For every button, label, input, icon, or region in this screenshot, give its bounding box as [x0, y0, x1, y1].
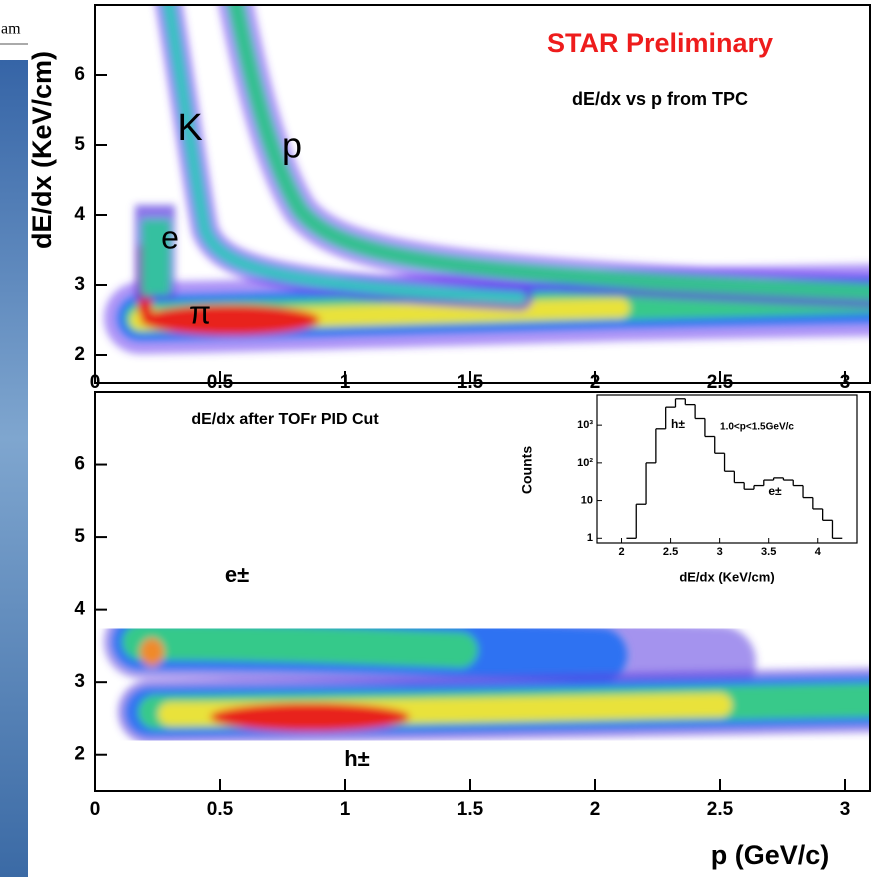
- chart-title: STAR Preliminary: [547, 28, 773, 58]
- panel: 0 0.5 1 1.5 2 2.5 3 2 3 4 5 6 STAR Preliminary dE/dx …: [27, 4, 871, 393]
- x-tick-label: 0.5: [207, 372, 234, 393]
- y-tick-label: 5: [74, 526, 85, 547]
- y-tick-label: 4: [74, 204, 85, 225]
- inset-background: [510, 393, 860, 591]
- annotation: e±: [768, 484, 782, 498]
- y-tick-label: 6: [74, 454, 85, 475]
- x-tick-label: 2.5: [663, 546, 678, 558]
- annotation: 1.0<p<1.5GeV/c: [720, 422, 794, 433]
- inset: 2 2.5 3 3.5 4 1 10 10² 10³ h± 1.0<p<1.5GeV/c e± Coun…: [510, 393, 860, 591]
- y-axis-label: Counts: [519, 446, 535, 494]
- x-tick-label: 2: [590, 372, 601, 393]
- y-tick-label: 6: [74, 64, 85, 85]
- plot-frame: [94, 391, 871, 792]
- annotation: π: [189, 294, 211, 330]
- y-tick-label: 5: [74, 134, 85, 155]
- fragment-text: am: [1, 21, 21, 38]
- plot-frame: [596, 394, 858, 544]
- annotation: h±: [671, 417, 685, 431]
- annotation: e: [161, 219, 179, 255]
- x-tick-label: 2.5: [707, 372, 734, 393]
- density-top: [104, 5, 870, 354]
- x-tick-label: 4: [815, 546, 822, 558]
- y-tick-label: 10³: [577, 419, 593, 431]
- y-tick-label: 3: [74, 671, 85, 692]
- y-tick-label: 2: [74, 744, 85, 765]
- x-axis-label: dE/dx (KeV/cm): [679, 569, 774, 584]
- x-tick-label: 3: [717, 546, 723, 558]
- x-tick-label: 1: [340, 372, 351, 393]
- x-tick-label: 3: [840, 799, 851, 820]
- density-bottom: [104, 606, 870, 744]
- x-tick-label: 0: [90, 799, 101, 820]
- y-tick-label: 1: [587, 532, 593, 544]
- panel: 0 0.5 1 1.5 2 2.5 3 2 3 4 5 6 dE/dx after TOFr PID C…: [74, 391, 871, 870]
- y-axis-label: dE/dx (KeV/cm): [27, 51, 57, 249]
- x-tick-label: 0.5: [207, 799, 234, 820]
- y-tick-label: 10²: [577, 457, 593, 469]
- x-tick-label: 2: [590, 799, 601, 820]
- plot-frame: [94, 4, 871, 384]
- chart-subtitle: dE/dx vs p from TPC: [572, 89, 748, 109]
- y-tick-label: 2: [74, 344, 85, 365]
- x-tick-label: 1.5: [457, 799, 484, 820]
- chart-title: dE/dx after TOFr PID Cut: [191, 411, 379, 428]
- x-tick-label: 3: [840, 372, 851, 393]
- x-tick-label: 2.5: [707, 799, 734, 820]
- annotation: p: [282, 125, 302, 166]
- y-tick-label: 10: [581, 494, 593, 506]
- annotation: h±: [344, 746, 370, 771]
- y-tick-label: 3: [74, 274, 85, 295]
- x-tick-label: 2: [618, 546, 624, 558]
- annotation: K: [177, 107, 202, 149]
- y-tick-label: 4: [74, 599, 85, 620]
- background-fragment: [0, 0, 28, 60]
- x-tick-label: 1: [340, 799, 351, 820]
- background-fragment: [0, 0, 28, 877]
- x-tick-label: 0: [90, 372, 101, 393]
- x-tick-label: 3.5: [761, 546, 776, 558]
- x-axis-label: p (GeV/c): [711, 840, 830, 870]
- annotation: e±: [225, 562, 249, 587]
- x-tick-label: 1.5: [457, 372, 484, 393]
